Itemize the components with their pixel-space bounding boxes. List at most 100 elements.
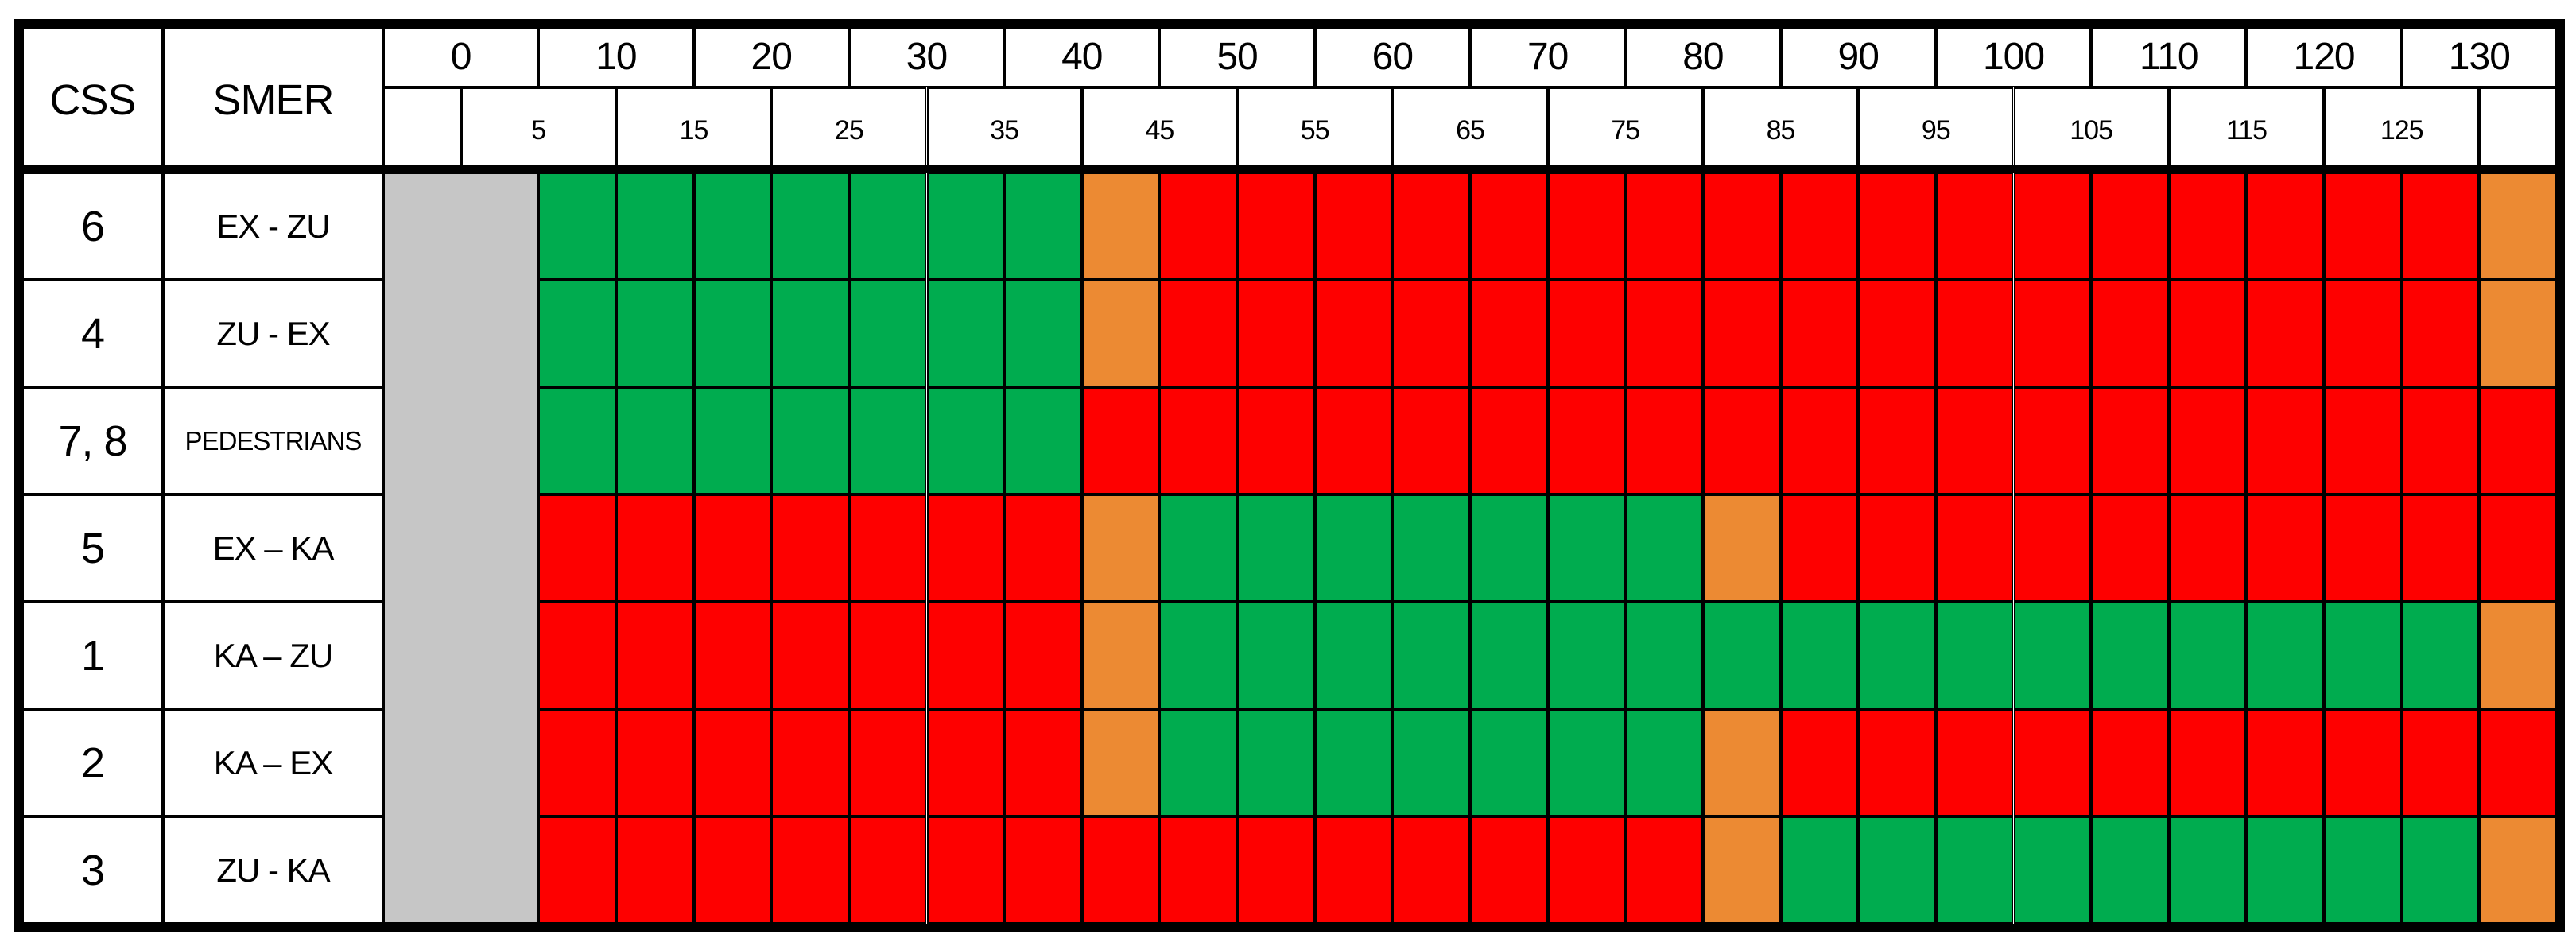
- state-cell-red: [2324, 387, 2402, 494]
- state-cell-red: [1004, 494, 1082, 602]
- state-cell-red: [538, 709, 616, 816]
- axis-major-tick-10: 10: [538, 27, 694, 87]
- state-cell-green: [1004, 173, 1082, 280]
- state-cell-green: [1547, 602, 1626, 709]
- state-cell-green: [693, 280, 772, 387]
- state-cell-red: [1625, 816, 1703, 924]
- state-cell-red: [538, 602, 616, 709]
- state-cell-red: [2168, 280, 2247, 387]
- state-cell-orange: [1081, 494, 1160, 602]
- state-cell-green: [2013, 602, 2092, 709]
- state-cell-red: [1858, 173, 1936, 280]
- state-cell-red: [1702, 387, 1781, 494]
- state-cell-green: [538, 387, 616, 494]
- state-cell-red: [1392, 387, 1470, 494]
- state-cell-green: [2013, 816, 2092, 924]
- state-cell-red: [771, 602, 849, 709]
- state-cell-green: [848, 173, 927, 280]
- state-cell-red: [1237, 173, 1315, 280]
- row-css-label: 6: [22, 173, 163, 280]
- state-cell-green: [538, 173, 616, 280]
- axis-minor-tick-55: 55: [1237, 87, 1393, 173]
- state-cell-green: [926, 280, 1005, 387]
- state-cell-red: [2168, 494, 2247, 602]
- column-header-css-label: CSS: [49, 76, 136, 124]
- state-cell-red: [1081, 816, 1160, 924]
- state-cell-green: [693, 387, 772, 494]
- state-cell-red: [1392, 816, 1470, 924]
- state-cell-green: [1470, 709, 1548, 816]
- axis-minor-tick-35: 35: [926, 87, 1082, 173]
- state-cell-green: [1314, 602, 1393, 709]
- row-css-label: 2: [22, 709, 163, 816]
- state-cell-red: [693, 709, 772, 816]
- state-cell-green: [1004, 280, 1082, 387]
- state-cell-red: [2324, 173, 2402, 280]
- state-cell-red: [1625, 387, 1703, 494]
- row-css-label: 3: [22, 816, 163, 924]
- state-cell-red: [2246, 709, 2325, 816]
- axis-major-tick-110: 110: [2091, 27, 2247, 87]
- state-cell-red: [2324, 494, 2402, 602]
- state-cell-red: [2401, 173, 2480, 280]
- column-header-smer-label: SMER: [212, 76, 334, 124]
- state-cell-green: [926, 387, 1005, 494]
- axis-major-tick-80: 80: [1625, 27, 1781, 87]
- state-cell-red: [615, 816, 694, 924]
- state-cell-red: [2091, 494, 2169, 602]
- state-cell-red: [1470, 387, 1548, 494]
- state-cell-green: [693, 173, 772, 280]
- axis-major-tick-70: 70: [1470, 27, 1626, 87]
- row-smer-label: EX - ZU: [163, 173, 383, 280]
- state-cell-red: [2168, 387, 2247, 494]
- state-cell-red: [771, 494, 849, 602]
- state-cell-red: [1935, 280, 2014, 387]
- axis-major-tick-130: 130: [2401, 27, 2557, 87]
- state-cell-red: [848, 602, 927, 709]
- state-cell-green: [1004, 387, 1082, 494]
- state-cell-orange: [1702, 709, 1781, 816]
- row-smer-label: KA – ZU: [163, 602, 383, 709]
- state-cell-red: [1547, 816, 1626, 924]
- state-cell-red: [1858, 387, 1936, 494]
- state-cell-green: [926, 173, 1005, 280]
- state-cell-red: [2013, 387, 2092, 494]
- state-cell-red: [1935, 709, 2014, 816]
- state-cell-red: [926, 709, 1005, 816]
- state-cell-red: [1702, 173, 1781, 280]
- state-cell-green: [1392, 709, 1470, 816]
- state-cell-red: [1858, 280, 1936, 387]
- state-cell-red: [538, 494, 616, 602]
- state-cell-green: [2168, 816, 2247, 924]
- state-cell-green: [848, 387, 927, 494]
- state-cell-red: [1935, 494, 2014, 602]
- state-cell-red: [1314, 387, 1393, 494]
- state-cell-orange: [2479, 816, 2557, 924]
- state-cell-red: [1470, 816, 1548, 924]
- row-smer-label: ZU - KA: [163, 816, 383, 924]
- state-cell-green: [1470, 494, 1548, 602]
- state-cell-red: [693, 494, 772, 602]
- state-cell-red: [2091, 387, 2169, 494]
- state-cell-green: [771, 173, 849, 280]
- state-cell-red: [926, 816, 1005, 924]
- state-cell-green: [1237, 602, 1315, 709]
- row-css-label: 5: [22, 494, 163, 602]
- column-header-css: CSS: [22, 27, 163, 173]
- state-cell-red: [1625, 280, 1703, 387]
- row-css-label: 7, 8: [22, 387, 163, 494]
- axis-minor-tick-115: 115: [2168, 87, 2325, 173]
- state-cell-orange: [1702, 494, 1781, 602]
- state-cell-red: [1004, 602, 1082, 709]
- state-cell-red: [1780, 173, 1859, 280]
- state-cell-green: [1314, 494, 1393, 602]
- state-cell-green: [1314, 709, 1393, 816]
- state-cell-red: [2246, 387, 2325, 494]
- state-cell-green: [771, 280, 849, 387]
- state-cell-green: [2091, 602, 2169, 709]
- state-cell-green: [2168, 602, 2247, 709]
- state-cell-red: [1547, 387, 1626, 494]
- state-cell-red: [1935, 387, 2014, 494]
- axis-minor-tick-blank: [383, 87, 461, 173]
